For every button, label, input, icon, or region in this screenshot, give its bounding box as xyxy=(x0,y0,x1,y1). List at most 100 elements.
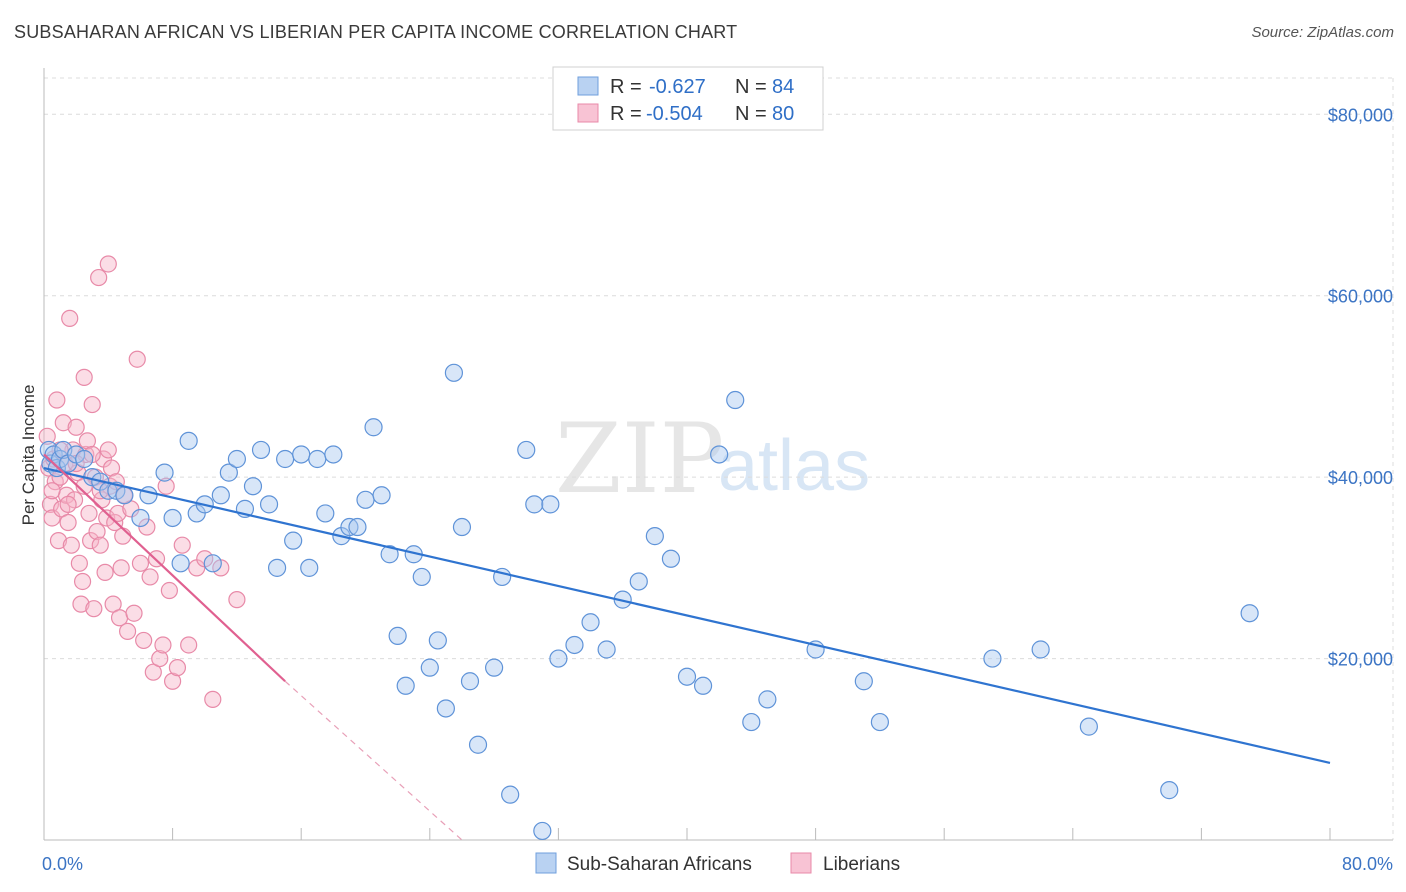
legend-swatch-pink xyxy=(577,103,599,123)
liberians-point xyxy=(125,604,143,622)
sub-saharan-point xyxy=(420,658,439,677)
sub-saharan-point xyxy=(316,504,335,523)
trend-lines xyxy=(43,453,1331,841)
sub-saharan-point xyxy=(1240,604,1259,623)
legend-n-value: 84 xyxy=(772,76,794,98)
liberians-point xyxy=(85,600,103,618)
liberians-point xyxy=(54,414,72,432)
liberians-point xyxy=(82,532,100,550)
liberians-point xyxy=(114,527,132,545)
sub-saharan-point xyxy=(541,495,560,514)
liberians-point xyxy=(173,536,191,554)
sub-saharan-point xyxy=(115,486,134,505)
sub-saharan-point xyxy=(348,517,367,537)
sub-saharan-point xyxy=(1031,640,1050,659)
sub-saharan-point xyxy=(742,712,761,732)
liberians-point xyxy=(41,495,60,513)
liberians-point xyxy=(99,255,117,273)
liberians-points xyxy=(38,255,246,708)
liberians-point xyxy=(102,459,121,477)
sub-saharan-point xyxy=(525,495,544,514)
y-tick-label: $20,000 xyxy=(1328,650,1393,670)
sub-saharan-point xyxy=(1160,781,1179,800)
sub-saharan-point xyxy=(412,567,431,587)
liberians-point xyxy=(141,568,159,586)
sub-saharan-point xyxy=(300,558,319,577)
sub-saharan-trend-line xyxy=(43,466,1331,764)
sub-saharan-point xyxy=(758,690,777,709)
watermark-zip: ZIP xyxy=(555,403,724,515)
liberians-point xyxy=(228,591,246,609)
liberians-point xyxy=(73,572,92,591)
series-swatch-blue xyxy=(535,852,557,874)
liberians-trend-extension xyxy=(284,680,463,841)
liberians-point xyxy=(99,441,117,459)
liberians-point xyxy=(96,563,114,581)
liberians-point xyxy=(72,595,90,613)
liberians-point xyxy=(164,672,182,690)
liberians-point xyxy=(38,427,56,445)
sub-saharan-point xyxy=(267,558,287,577)
sub-saharan-point xyxy=(517,440,536,460)
liberians-point xyxy=(204,690,222,708)
sub-saharan-point xyxy=(324,445,343,464)
series-swatch-pink xyxy=(790,852,812,874)
liberians-point xyxy=(109,504,127,523)
liberians-point xyxy=(91,536,109,554)
liberians-point xyxy=(131,554,150,572)
sub-saharan-point xyxy=(661,549,681,568)
axes xyxy=(43,68,1393,841)
sub-saharan-point xyxy=(396,676,415,695)
liberians-point xyxy=(75,368,93,386)
liberians-point xyxy=(78,432,97,450)
sub-saharan-point xyxy=(227,449,246,469)
sub-saharan-point xyxy=(284,531,303,550)
y-tick-label: $60,000 xyxy=(1328,287,1393,307)
sub-saharan-point xyxy=(452,517,472,537)
liberians-point xyxy=(43,482,61,500)
liberians-point xyxy=(83,395,101,414)
sub-saharan-point xyxy=(276,449,295,469)
sub-saharan-point xyxy=(428,631,447,650)
sub-saharan-point xyxy=(131,508,150,528)
sub-saharan-point xyxy=(597,640,616,659)
liberians-point xyxy=(135,631,153,650)
sub-saharan-point xyxy=(243,477,263,496)
sub-saharan-point xyxy=(356,490,375,509)
x-tick-label-min: 0.0% xyxy=(42,854,83,874)
sub-saharan-point xyxy=(629,572,648,591)
x-tick-label-max: 80.0% xyxy=(1342,854,1393,874)
sub-saharan-point xyxy=(983,649,1002,668)
legend-r-label: R = xyxy=(610,76,642,98)
watermark-atlas: atlas xyxy=(718,426,870,506)
liberians-point xyxy=(118,622,137,640)
sub-saharan-point xyxy=(436,699,455,718)
sub-saharan-point xyxy=(677,667,697,686)
source-label: Source: ZipAtlas.com xyxy=(1251,24,1394,41)
liberians-point xyxy=(180,636,198,654)
sub-saharan-point xyxy=(581,613,600,632)
sub-saharan-point xyxy=(460,672,480,691)
sub-saharan-point xyxy=(710,445,729,464)
series-label-liberians: Liberians xyxy=(823,854,900,875)
liberians-trend-line xyxy=(43,453,286,683)
liberians-point xyxy=(160,581,178,600)
liberians-point xyxy=(61,309,79,327)
sub-saharan-point xyxy=(219,463,238,482)
correlation-legend: R = -0.627 N = 84 R = -0.504 N = 80 xyxy=(552,66,824,131)
sub-saharan-point xyxy=(171,554,190,573)
sub-saharan-point xyxy=(870,712,890,732)
sub-saharan-point xyxy=(308,449,327,469)
liberians-point xyxy=(112,559,130,577)
liberians-point xyxy=(62,536,80,554)
sub-saharan-point xyxy=(726,390,745,410)
sub-saharan-point xyxy=(693,676,713,695)
tick-labels: $20,000 $40,000 $60,000 $80,000 0.0% 80.… xyxy=(42,105,1393,874)
liberians-point xyxy=(49,532,68,550)
sub-saharan-point xyxy=(364,418,383,437)
series-label-sub-saharan: Sub-Saharan Africans xyxy=(567,854,752,875)
y-tick-label: $80,000 xyxy=(1328,105,1393,125)
sub-saharan-point xyxy=(139,486,158,505)
sub-saharan-point xyxy=(179,431,198,450)
